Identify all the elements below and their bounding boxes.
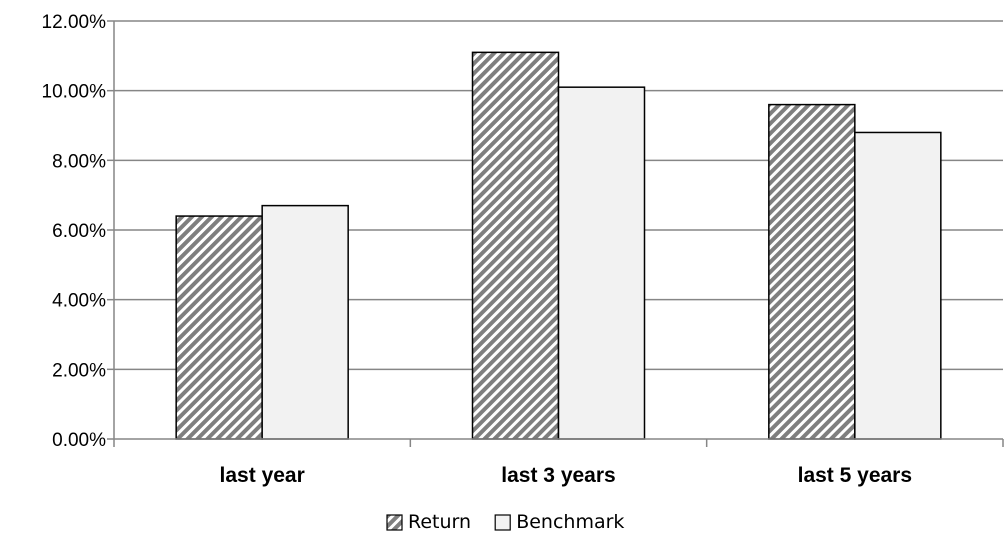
bar-return	[175, 215, 263, 440]
y-tick-label: 10.00%	[42, 82, 107, 103]
y-tick-label: 8.00%	[52, 151, 106, 172]
x-category-label: last 5 years	[798, 464, 912, 487]
y-tick-label: 4.00%	[52, 291, 106, 312]
legend: Return Benchmark	[386, 511, 624, 533]
x-category-label: last year	[220, 464, 305, 487]
bar-benchmark	[557, 86, 646, 440]
y-tick-label: 0.00%	[52, 430, 106, 451]
bar-return	[471, 51, 560, 440]
legend-label-benchmark: Benchmark	[516, 511, 624, 533]
bar-return	[768, 103, 856, 440]
x-axis-category-labels: last year last 3 years last 5 years	[220, 464, 913, 487]
x-category-label: last 3 years	[501, 464, 615, 487]
y-axis-tick-labels: 0.00% 2.00% 4.00% 6.00% 8.00% 10.00% 12.00%	[42, 12, 107, 451]
legend-swatch-benchmark	[494, 514, 511, 531]
bars	[175, 51, 942, 440]
legend-swatch-return	[386, 514, 403, 531]
bar-benchmark	[261, 204, 349, 440]
y-tick-label: 12.00%	[42, 12, 107, 33]
axes	[107, 20, 1004, 447]
bar-benchmark	[854, 131, 942, 440]
y-tick-label: 6.00%	[52, 221, 106, 242]
legend-label-return: Return	[408, 511, 471, 533]
y-tick-label: 2.00%	[52, 360, 106, 381]
